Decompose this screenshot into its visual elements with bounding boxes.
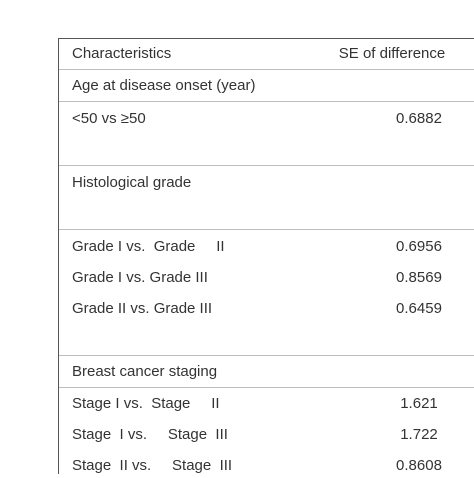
data-table: Characteristics SE of difference Age at …	[58, 38, 474, 474]
row-label: <50 vs ≥50	[72, 110, 146, 127]
row-label: Grade I vs. Grade III	[72, 269, 208, 286]
table-row-group: Grade I vs. Grade II 0.6956 Grade I vs. …	[59, 230, 474, 356]
row-value: 0.6882	[396, 110, 442, 127]
row-value: 1.621	[400, 395, 438, 412]
header-characteristics: Characteristics	[72, 45, 172, 62]
section-title-row: Breast cancer staging	[59, 356, 474, 388]
row-value: 0.8569	[396, 269, 442, 286]
row-label: Stage I vs. Stage III	[72, 426, 228, 443]
row-value: 0.8608	[396, 457, 442, 474]
section-title-row: Histological grade	[59, 166, 474, 230]
table-row: <50 vs ≥50 0.6882	[59, 102, 474, 166]
table-header-row: Characteristics SE of difference	[59, 39, 474, 70]
header-se-of-difference: SE of difference	[338, 45, 446, 62]
section-title-row: Age at disease onset (year)	[59, 70, 474, 102]
row-value: 0.6956	[396, 238, 442, 255]
section-title-staging: Breast cancer staging	[72, 363, 218, 380]
row-value: 0.6459	[396, 300, 442, 317]
row-value: 1.722	[400, 426, 438, 443]
row-label: Grade I vs. Grade II	[72, 238, 225, 255]
row-label: Grade II vs. Grade III	[72, 300, 213, 317]
section-title-age: Age at disease onset (year)	[72, 77, 256, 94]
row-label: Stage I vs. Stage II	[72, 395, 220, 412]
table-row-group: Stage I vs. Stage II 1.621 Stage I vs. S…	[59, 388, 474, 478]
section-title-histological: Histological grade	[72, 174, 192, 191]
row-label: Stage II vs. Stage III	[72, 457, 233, 474]
